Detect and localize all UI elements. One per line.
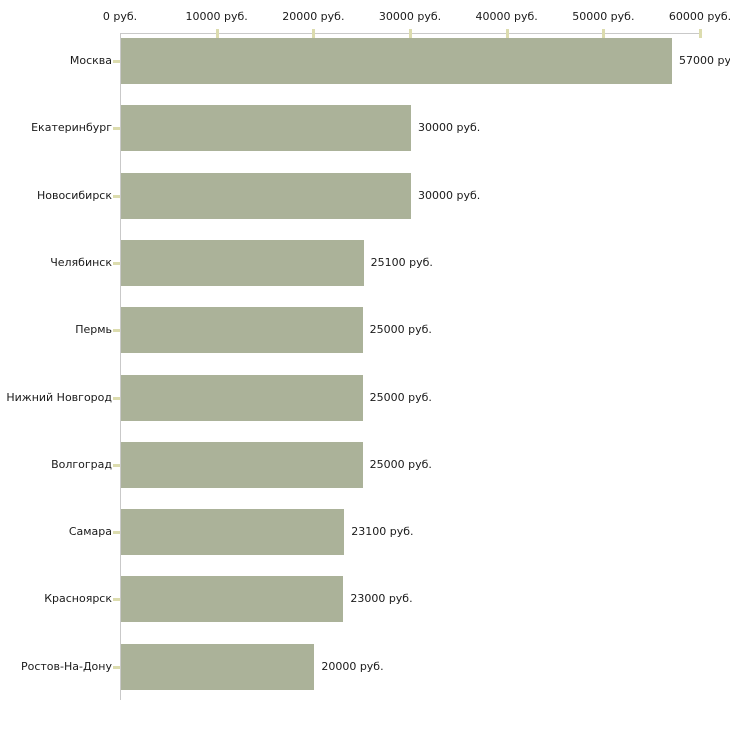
category-label: Волгоград <box>51 457 112 471</box>
x-axis-tick-label: 10000 руб. <box>185 10 248 23</box>
value-label: 30000 руб. <box>418 121 481 135</box>
x-axis-tick-mark <box>602 29 606 38</box>
category-label: Екатеринбург <box>31 121 112 135</box>
y-axis-tick-mark <box>113 598 120 602</box>
x-axis-tick-label: 20000 руб. <box>282 10 345 23</box>
y-axis-line <box>120 33 121 700</box>
value-label: 25000 руб. <box>369 323 432 337</box>
x-axis-tick-mark <box>312 29 316 38</box>
x-axis-tick-label: 30000 руб. <box>378 10 442 23</box>
x-axis-tick-label: 0 руб. <box>102 10 138 23</box>
x-axis-tick-mark <box>699 29 702 38</box>
bar <box>121 441 363 488</box>
bar <box>121 239 364 286</box>
value-label: 25000 руб. <box>369 390 432 404</box>
y-axis-tick-mark <box>113 60 120 63</box>
y-axis-tick-mark <box>113 329 120 333</box>
category-label: Самара <box>68 525 112 539</box>
value-label: 25100 руб. <box>370 255 433 269</box>
value-label: 30000 руб. <box>418 188 481 202</box>
value-label: 23100 руб. <box>351 525 414 539</box>
value-label: 23000 руб. <box>350 592 413 606</box>
category-label: Новосибирск <box>36 188 112 202</box>
bar <box>121 509 345 556</box>
category-label: Челябинск <box>50 255 112 269</box>
x-axis-tick-mark <box>505 29 509 38</box>
y-axis-tick-mark <box>113 463 120 467</box>
y-axis-tick-mark <box>113 665 120 669</box>
bar <box>121 105 411 152</box>
x-axis-tick-label: 60000 руб. <box>668 10 730 23</box>
category-label: Красноярск <box>44 592 112 606</box>
y-axis-tick-mark <box>113 127 120 131</box>
bar <box>121 374 363 421</box>
x-axis-tick-mark <box>409 29 412 38</box>
y-axis-tick-mark <box>113 194 120 198</box>
category-label: Нижний Новгород <box>6 390 112 404</box>
value-label: 20000 руб. <box>321 659 384 673</box>
bar <box>121 307 363 354</box>
x-axis-tick-label: 50000 руб. <box>572 10 635 23</box>
x-axis-tick-label: 40000 руб. <box>475 10 538 23</box>
bar <box>121 38 672 84</box>
y-axis-tick-mark <box>113 261 120 265</box>
value-label: 25000 руб. <box>369 457 432 471</box>
value-label: 57000 руб. <box>679 54 730 67</box>
y-axis-tick-mark <box>113 531 120 535</box>
y-axis-tick-mark <box>113 396 120 400</box>
category-label: Ростов-На-Дону <box>20 659 112 673</box>
bar <box>121 643 315 690</box>
category-label: Пермь <box>75 323 112 337</box>
x-axis-tick-mark <box>215 29 219 38</box>
bar <box>121 172 411 219</box>
category-label: Москва <box>69 54 112 67</box>
bar <box>121 576 344 623</box>
